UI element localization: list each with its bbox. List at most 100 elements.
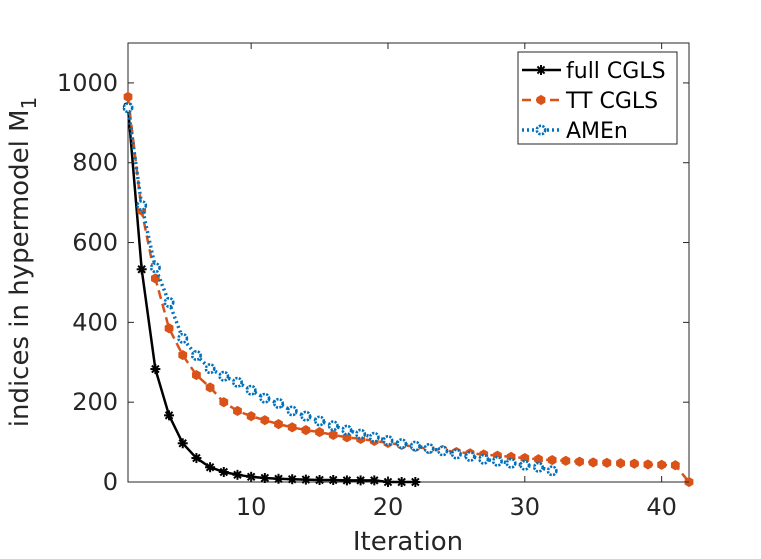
legend-item-2: AMEn (522, 119, 628, 144)
x-tick-label: 20 (373, 493, 404, 521)
data-point (287, 474, 298, 485)
data-point (341, 475, 352, 486)
data-point (396, 438, 408, 450)
y-tick-label: 200 (72, 388, 118, 416)
data-point (327, 420, 339, 432)
data-point (450, 448, 462, 460)
data-point (178, 350, 188, 361)
legend-item-1: TT CGLS (522, 89, 658, 114)
data-point (136, 264, 147, 275)
data-point (286, 405, 298, 417)
data-point (505, 457, 517, 469)
legend-label: TT CGLS (565, 89, 658, 114)
data-point (602, 457, 612, 468)
data-point (546, 465, 558, 477)
series-layer (122, 91, 694, 488)
data-point (315, 427, 324, 438)
y-axis-label: indices in hypermodel M1 (5, 97, 41, 428)
data-point (205, 382, 215, 393)
data-point (192, 369, 201, 381)
data-point (300, 474, 311, 485)
data-point (287, 422, 297, 433)
y-axis-label-text: indices in hypermodel M (5, 109, 35, 427)
data-point (273, 397, 285, 409)
data-point (273, 473, 284, 484)
data-point (164, 410, 175, 421)
legend-marker (535, 124, 547, 136)
data-point (123, 91, 133, 102)
data-point (149, 262, 161, 274)
data-point (369, 475, 380, 486)
x-tick-label: 10 (236, 493, 267, 521)
x-tick-label: 40 (646, 493, 677, 521)
legend-marker (536, 65, 546, 75)
data-point (629, 458, 639, 469)
data-point (191, 453, 202, 464)
data-point (657, 459, 667, 470)
data-point (437, 445, 449, 457)
data-point (274, 419, 283, 430)
data-point (259, 473, 270, 484)
data-point (232, 469, 243, 480)
data-point (409, 440, 421, 452)
data-point (464, 450, 476, 462)
data-point (163, 296, 175, 308)
data-point (382, 434, 394, 446)
y-tick-label: 0 (103, 468, 118, 496)
data-point (423, 442, 435, 454)
y-tick-label: 400 (72, 308, 118, 336)
x-axis-label: Iteration (353, 527, 463, 557)
data-point (177, 332, 189, 344)
legend-item-0: full CGLS (522, 59, 666, 84)
x-tick-label: 30 (510, 493, 541, 521)
data-point (396, 477, 407, 487)
data-point (204, 363, 216, 375)
legend-label: AMEn (566, 119, 628, 144)
y-tick-label: 800 (72, 149, 118, 177)
data-point (301, 425, 311, 436)
data-point (588, 457, 598, 468)
data-point (150, 364, 161, 375)
data-point (122, 102, 134, 114)
data-point (341, 424, 353, 436)
series-line (126, 106, 416, 484)
data-point (532, 461, 544, 473)
legend-label: full CGLS (566, 59, 666, 84)
data-point (314, 475, 325, 486)
data-point (205, 462, 216, 473)
series-2 (122, 102, 558, 477)
data-point (561, 455, 571, 466)
data-point (219, 397, 229, 408)
data-point (233, 405, 242, 417)
data-point (328, 475, 339, 486)
data-point (355, 475, 366, 486)
data-point (519, 459, 531, 471)
data-point (259, 392, 271, 404)
data-point (300, 410, 312, 422)
y-tick-label: 600 (72, 229, 118, 257)
data-point (136, 199, 148, 211)
data-point (368, 431, 380, 443)
y-tick-label: 1000 (57, 69, 118, 97)
data-point (245, 384, 257, 396)
data-point (260, 415, 270, 426)
data-point (190, 349, 202, 361)
data-point (478, 453, 490, 465)
data-point (575, 456, 584, 467)
legend: full CGLS TT CGLS AMEn (517, 51, 678, 145)
legend-marker (536, 94, 546, 106)
data-point (164, 323, 174, 334)
data-point (547, 454, 557, 466)
data-point (218, 467, 229, 478)
data-point (410, 477, 421, 487)
data-point (355, 428, 367, 440)
data-point (177, 438, 188, 449)
y-axis-label-subscript: 1 (17, 97, 41, 110)
data-point (491, 455, 503, 467)
data-point (328, 429, 338, 440)
data-point (670, 460, 680, 471)
data-point (246, 411, 256, 422)
data-point (231, 376, 243, 388)
